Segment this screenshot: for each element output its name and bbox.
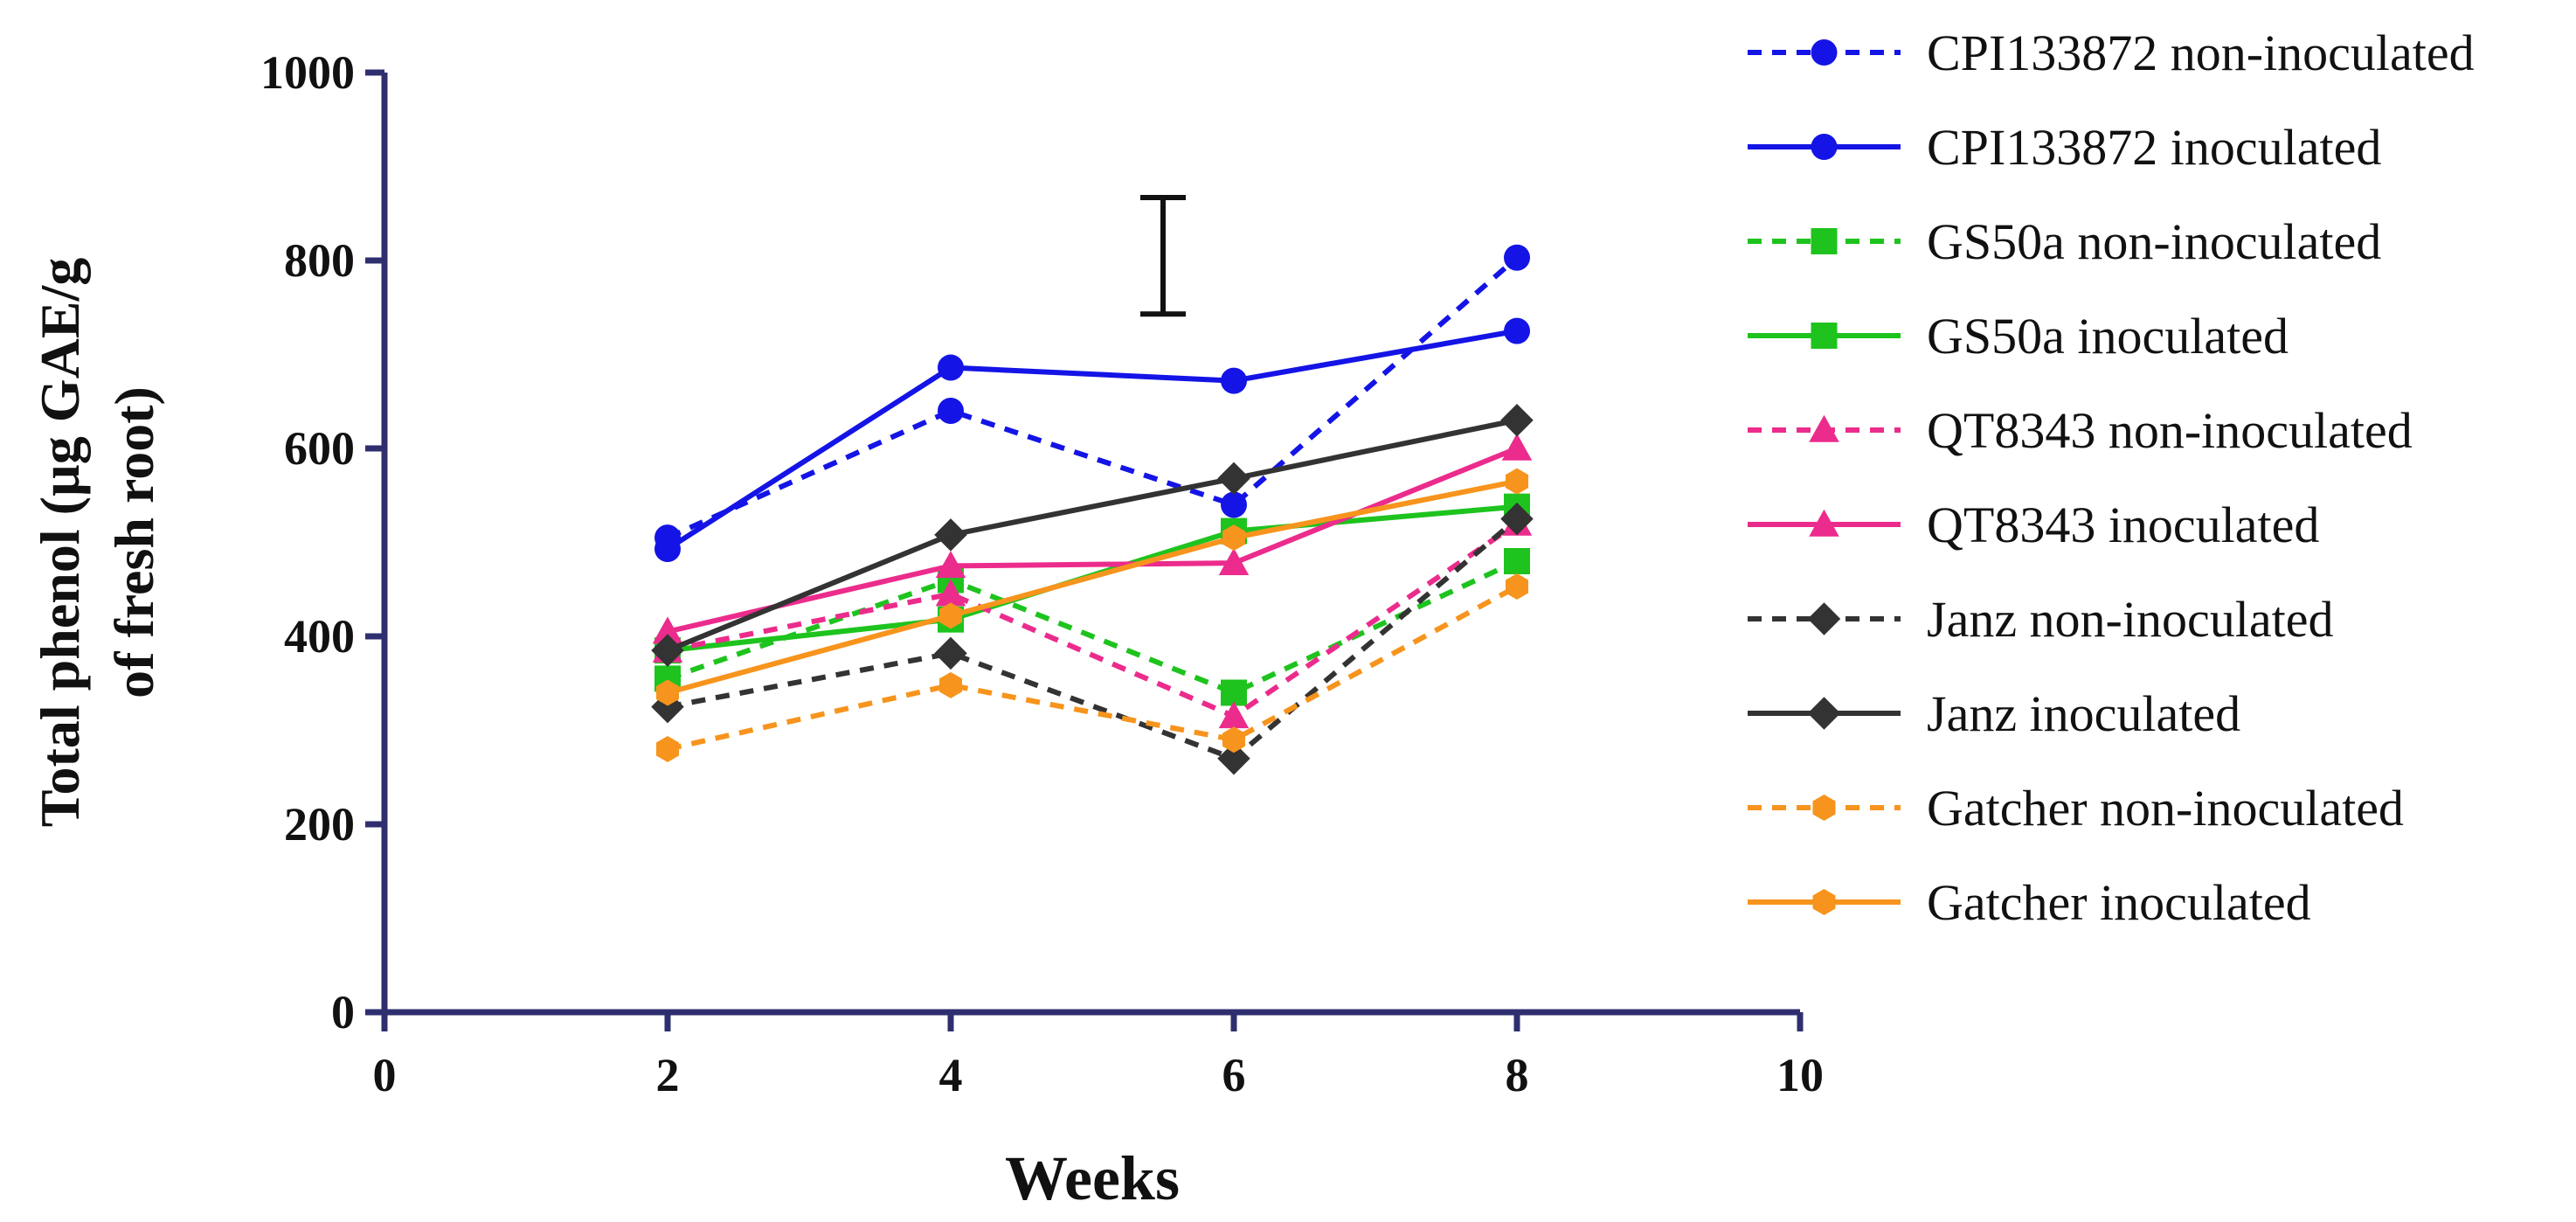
legend-label: Janz non-inoculated: [1927, 591, 2333, 648]
legend-marker: [1811, 134, 1838, 160]
data-point: [939, 602, 962, 629]
legend-item: QT8343 non-inoculated: [1748, 402, 2413, 459]
y-tick-label: 1000: [260, 46, 355, 99]
legend-label: QT8343 inoculated: [1927, 496, 2319, 553]
y-axis-title-line: Total phenol (µg GAE/g: [29, 258, 91, 828]
data-point: [1501, 433, 1533, 461]
data-point: [654, 536, 681, 563]
legend-label: QT8343 non-inoculated: [1927, 402, 2413, 459]
series-line: [667, 446, 1519, 635]
x-tick-label: 0: [373, 1049, 397, 1101]
legend-marker: [1811, 39, 1838, 66]
legend-marker: [1809, 414, 1839, 442]
x-tick-label: 2: [656, 1049, 680, 1101]
data-point: [1504, 317, 1530, 344]
x-axis-title: Weeks: [1005, 1143, 1180, 1213]
legend-marker: [1807, 602, 1841, 635]
data-point: [1500, 404, 1534, 437]
legend-item: Gatcher inoculated: [1748, 874, 2311, 931]
legend-item: Janz non-inoculated: [1748, 591, 2333, 648]
legend-item: CPI133872 non-inoculated: [1748, 24, 2475, 81]
data-point: [1504, 548, 1530, 574]
axes: 0 200 400 600 800 1000 0 2 4 6 8 10 Weeks Total pheno…: [29, 46, 1824, 1213]
data-point: [1217, 742, 1250, 775]
data-point: [935, 579, 966, 607]
legend-label: Gatcher inoculated: [1927, 874, 2311, 931]
data-point: [1218, 701, 1250, 729]
y-axis-title-line: of fresh root): [103, 386, 165, 698]
data-point: [1506, 468, 1528, 495]
legend-marker: [1811, 323, 1838, 349]
series-7: [651, 404, 1534, 667]
y-tick-label: 0: [331, 986, 355, 1038]
legend-item: Gatcher non-inoculated: [1748, 780, 2404, 837]
series-line: [667, 478, 1518, 696]
data-point: [1504, 244, 1530, 271]
legend-label: Janz inoculated: [1927, 685, 2240, 742]
legend-label: Gatcher non-inoculated: [1927, 780, 2404, 837]
legend-marker: [1812, 889, 1836, 915]
data-point: [1222, 726, 1245, 753]
y-tick-label: 600: [284, 422, 355, 475]
legend: CPI133872 non-inoculated CPI133872 inocul…: [1748, 24, 2475, 931]
legend-item: CPI133872 inoculated: [1748, 119, 2381, 176]
y-tick-label: 800: [284, 234, 355, 287]
data-point: [1217, 462, 1250, 496]
plot-area: [651, 194, 1534, 775]
series-8: [656, 573, 1528, 762]
legend-item: Janz inoculated: [1748, 685, 2240, 742]
y-tick-label: 200: [284, 798, 355, 851]
legend-item: QT8343 inoculated: [1748, 496, 2319, 553]
legend-label: CPI133872 inoculated: [1927, 119, 2381, 176]
series-5: [652, 433, 1533, 644]
error-bar: [1140, 194, 1186, 317]
series-line: [667, 584, 1519, 752]
x-tick-label: 4: [939, 1049, 963, 1101]
y-tick-label: 400: [284, 610, 355, 663]
data-point: [935, 551, 966, 579]
data-point: [938, 398, 964, 424]
data-point: [1218, 547, 1250, 575]
legend-item: GS50a inoculated: [1748, 308, 2289, 365]
series-1: [654, 317, 1530, 563]
series-2: [654, 548, 1530, 706]
series-line: [666, 328, 1518, 552]
legend-label: GS50a inoculated: [1927, 308, 2289, 365]
series-line: [667, 559, 1519, 696]
data-point: [656, 736, 679, 762]
x-tick-label: 10: [1776, 1049, 1824, 1101]
legend-marker: [1807, 697, 1841, 730]
data-point: [934, 636, 967, 670]
data-point: [1500, 502, 1534, 536]
data-point: [939, 671, 962, 698]
data-point: [652, 616, 683, 644]
data-point: [651, 634, 684, 667]
legend-label: GS50a non-inoculated: [1927, 213, 2381, 270]
legend-marker: [1812, 795, 1836, 821]
data-point: [1221, 491, 1247, 518]
legend-label: CPI133872 non-inoculated: [1927, 24, 2475, 81]
data-point: [1506, 573, 1528, 601]
data-point: [1222, 524, 1245, 552]
data-point: [656, 679, 679, 706]
legend-marker: [1809, 509, 1839, 537]
series-line: [667, 521, 1519, 719]
data-point: [934, 518, 967, 552]
legend-marker: [1811, 228, 1838, 254]
data-point: [938, 354, 964, 381]
series-line: [666, 255, 1519, 540]
series-line: [666, 417, 1518, 653]
data-point: [1221, 367, 1247, 394]
series-9: [656, 468, 1528, 706]
x-tick-label: 6: [1222, 1049, 1246, 1101]
x-tick-label: 8: [1506, 1049, 1529, 1101]
legend-item: GS50a non-inoculated: [1748, 213, 2381, 270]
